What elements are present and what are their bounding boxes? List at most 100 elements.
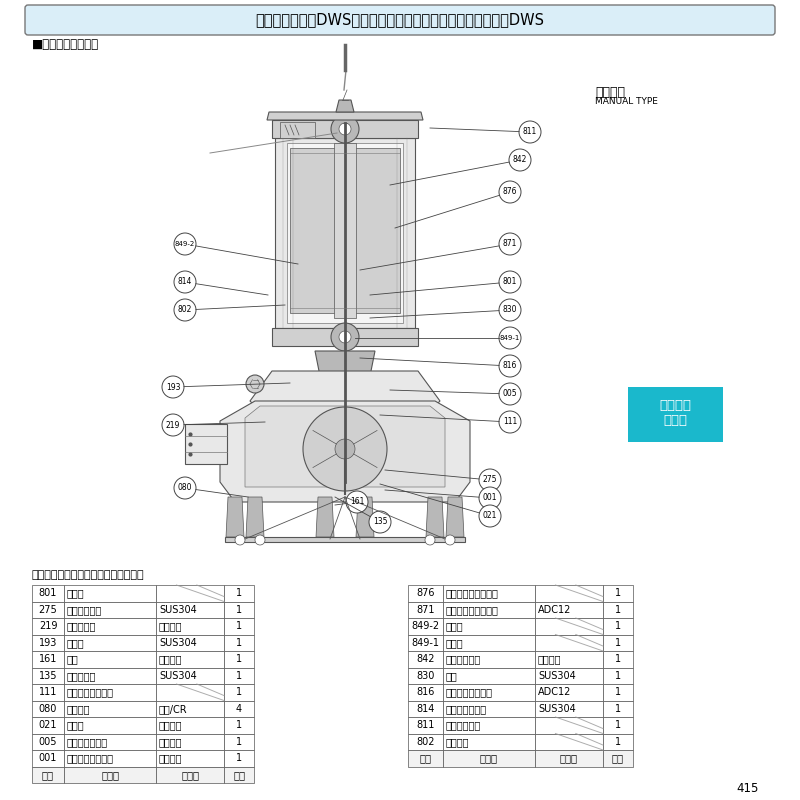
Circle shape	[246, 375, 264, 393]
Text: 合成樹脂: 合成樹脂	[159, 737, 182, 746]
Polygon shape	[426, 497, 444, 537]
Polygon shape	[408, 585, 443, 602]
Polygon shape	[603, 602, 633, 618]
Polygon shape	[224, 701, 254, 717]
Text: 玉軸受: 玉軸受	[446, 638, 464, 648]
Polygon shape	[334, 143, 356, 318]
Polygon shape	[267, 112, 423, 120]
Text: ポンプケーシング: ポンプケーシング	[67, 754, 114, 763]
Text: 193: 193	[166, 382, 180, 391]
Polygon shape	[603, 667, 633, 684]
Polygon shape	[443, 618, 535, 634]
Polygon shape	[443, 750, 535, 766]
Text: 814: 814	[416, 704, 434, 714]
Polygon shape	[32, 667, 64, 684]
Polygon shape	[64, 618, 156, 634]
Polygon shape	[287, 143, 403, 323]
Text: 1: 1	[615, 654, 621, 664]
Text: 主軸: 主軸	[446, 670, 458, 681]
Polygon shape	[156, 634, 224, 651]
Text: 電動機焼損防止装置: 電動機焼損防止装置	[446, 588, 499, 598]
Text: 871: 871	[416, 605, 434, 614]
Polygon shape	[156, 602, 224, 618]
Polygon shape	[408, 667, 443, 684]
Polygon shape	[32, 602, 64, 618]
Text: 849-1: 849-1	[500, 335, 520, 341]
Polygon shape	[272, 120, 418, 138]
Polygon shape	[64, 750, 156, 766]
Circle shape	[479, 487, 501, 509]
Text: 842: 842	[416, 654, 434, 664]
Circle shape	[499, 383, 521, 405]
Polygon shape	[408, 750, 443, 766]
Circle shape	[174, 233, 196, 255]
Text: 1: 1	[615, 605, 621, 614]
Text: 1: 1	[236, 605, 242, 614]
Polygon shape	[224, 667, 254, 684]
Text: 材　料: 材 料	[181, 770, 199, 780]
Polygon shape	[64, 585, 156, 602]
Polygon shape	[156, 701, 224, 717]
Text: 1: 1	[615, 670, 621, 681]
Polygon shape	[535, 602, 603, 618]
Polygon shape	[32, 766, 64, 783]
Circle shape	[303, 407, 387, 491]
Text: 1: 1	[236, 638, 242, 648]
Text: 801: 801	[503, 278, 517, 286]
Text: 801: 801	[39, 588, 57, 598]
Polygon shape	[64, 717, 156, 734]
Circle shape	[509, 149, 531, 171]
Text: 1: 1	[615, 687, 621, 698]
Circle shape	[162, 376, 184, 398]
Text: 005: 005	[502, 390, 518, 398]
Text: 001: 001	[39, 754, 57, 763]
Polygon shape	[603, 618, 633, 634]
Text: 876: 876	[502, 187, 518, 197]
Polygon shape	[64, 667, 156, 684]
Polygon shape	[603, 585, 633, 602]
Text: 合成樹脂: 合成樹脂	[159, 654, 182, 664]
Text: 849-1: 849-1	[411, 638, 439, 648]
Polygon shape	[64, 602, 156, 618]
Text: 830: 830	[416, 670, 434, 681]
Circle shape	[519, 121, 541, 143]
Polygon shape	[535, 717, 603, 734]
Circle shape	[331, 115, 359, 143]
Text: 871: 871	[503, 239, 517, 249]
Polygon shape	[224, 766, 254, 783]
Text: 1: 1	[236, 670, 242, 681]
Polygon shape	[64, 701, 156, 717]
Polygon shape	[156, 750, 224, 766]
Polygon shape	[224, 585, 254, 602]
Polygon shape	[64, 634, 156, 651]
Text: 415: 415	[737, 782, 759, 794]
Text: 135: 135	[38, 670, 58, 681]
Polygon shape	[408, 602, 443, 618]
Polygon shape	[32, 634, 64, 651]
Polygon shape	[64, 766, 156, 783]
Polygon shape	[224, 634, 254, 651]
Text: 811: 811	[416, 720, 434, 730]
Circle shape	[499, 299, 521, 321]
Text: 1: 1	[236, 720, 242, 730]
Text: メカニカルシール: メカニカルシール	[67, 687, 114, 698]
Polygon shape	[336, 100, 354, 112]
Text: SUS304: SUS304	[159, 605, 197, 614]
Polygon shape	[603, 717, 633, 734]
Polygon shape	[224, 750, 254, 766]
Text: 111: 111	[39, 687, 57, 698]
Text: 811: 811	[523, 127, 537, 137]
Text: 番号: 番号	[42, 770, 54, 780]
Text: 219: 219	[166, 421, 180, 430]
Text: ADC12: ADC12	[538, 605, 571, 614]
Text: 【ダーウィン】DWS型樹脂製汚水・雑排水用水中ポンプ　　DWS: 【ダーウィン】DWS型樹脂製汚水・雑排水用水中ポンプ DWS	[255, 13, 545, 27]
Text: 4: 4	[236, 704, 242, 714]
Text: 876: 876	[416, 588, 434, 598]
Polygon shape	[225, 537, 465, 542]
Text: 005: 005	[38, 737, 58, 746]
Text: SUS304: SUS304	[538, 704, 576, 714]
Circle shape	[174, 299, 196, 321]
Polygon shape	[226, 497, 244, 537]
Polygon shape	[535, 667, 603, 684]
Circle shape	[499, 411, 521, 433]
